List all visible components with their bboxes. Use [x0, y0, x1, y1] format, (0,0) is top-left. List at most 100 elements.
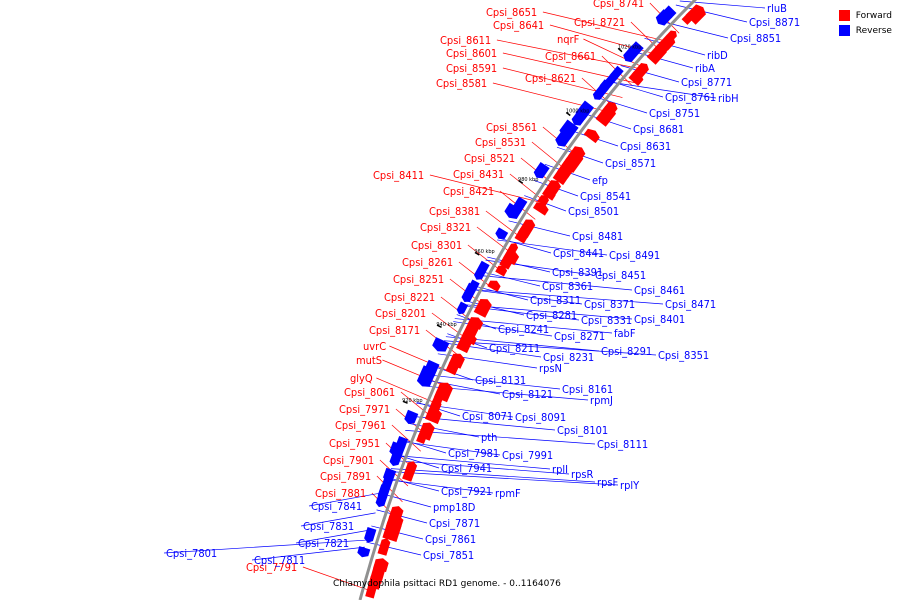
reverse-gene-label: ribD	[707, 49, 728, 62]
reverse-gene-label: Cpsi_8761	[665, 91, 716, 104]
forward-gene-block	[487, 280, 501, 292]
gene-leader-line	[405, 429, 596, 445]
reverse-gene-block	[432, 337, 450, 352]
scale-tick	[518, 179, 524, 184]
reverse-gene-label: Cpsi_8091	[515, 411, 566, 424]
reverse-gene-label: Cpsi_8371	[584, 298, 635, 311]
reverse-gene-label: Cpsi_8681	[633, 123, 684, 136]
reverse-gene-label: Cpsi_8471	[665, 298, 716, 311]
gene-leader-line	[386, 479, 494, 494]
gene-leader-line	[497, 239, 608, 256]
reverse-gene-label: Cpsi_8851	[730, 32, 781, 45]
forward-gene-label: Cpsi_8561	[486, 121, 537, 134]
strand-legend: Forward Reverse	[838, 8, 892, 38]
reverse-gene-label: Cpsi_8541	[580, 190, 631, 203]
forward-gene-label: Cpsi_8221	[384, 291, 435, 304]
reverse-gene-label: Cpsi_8161	[562, 383, 613, 396]
reverse-gene-block	[357, 546, 371, 558]
legend-reverse: Reverse	[838, 23, 892, 38]
reverse-gene-block	[456, 301, 469, 315]
reverse-gene-label: rplI	[552, 463, 568, 476]
scale-tick-label: 960 kbp	[474, 249, 494, 255]
forward-gene-label: Cpsi_8661	[545, 50, 596, 63]
reverse-gene-label: Cpsi_8121	[502, 388, 553, 401]
reverse-gene-label: Cpsi_8101	[557, 424, 608, 437]
reverse-gene-label: rplY	[620, 479, 640, 492]
scale-tick-label: 940 kbp	[436, 322, 456, 328]
reverse-gene-label: Cpsi_8361	[542, 280, 593, 293]
scale-tick-label: 1020 kbp	[618, 44, 642, 50]
reverse-gene-label: Cpsi_8771	[681, 76, 732, 89]
reverse-gene-label: ribA	[695, 62, 715, 75]
gene-leader-line	[390, 468, 596, 483]
gene-leader-line	[477, 274, 633, 291]
reverse-gene-block	[663, 5, 677, 19]
forward-gene-block	[448, 353, 465, 369]
forward-gene-label: Cpsi_8301	[411, 239, 462, 252]
reverse-gene-label: Cpsi_8351	[658, 349, 709, 362]
legend-forward-label: Forward	[855, 10, 892, 21]
forward-gene-block	[583, 128, 600, 144]
reverse-gene-label: Cpsi_8241	[498, 323, 549, 336]
forward-gene-label: Cpsi_7901	[323, 454, 374, 467]
reverse-gene-label: Cpsi_7821	[298, 537, 349, 550]
gene-leader-line	[308, 492, 383, 507]
forward-gene-label: Cpsi_8621	[525, 72, 576, 85]
forward-gene-label: Cpsi_8611	[440, 34, 491, 47]
reverse-gene-label: Cpsi_8281	[526, 309, 577, 322]
forward-gene-label: Cpsi_7881	[315, 487, 366, 500]
reverse-gene-block	[396, 436, 409, 448]
forward-gene-block	[537, 195, 549, 207]
forward-gene-block	[685, 4, 706, 25]
reverse-gene-block	[404, 409, 419, 424]
forward-gene-label: Cpsi_8251	[393, 273, 444, 286]
forward-gene-label: Cpsi_8601	[446, 47, 497, 60]
reverse-gene-label: Cpsi_8271	[554, 330, 605, 343]
forward-gene-label: Cpsi_7961	[335, 419, 386, 432]
forward-gene-label: Cpsi_8591	[446, 62, 497, 75]
forward-gene-block	[602, 101, 618, 117]
forward-gene-label: Cpsi_8431	[453, 168, 504, 181]
reverse-gene-label: Cpsi_8131	[475, 374, 526, 387]
reverse-gene-label: Cpsi_8231	[543, 351, 594, 364]
forward-swatch	[838, 10, 850, 21]
gene-leader-line	[395, 454, 440, 469]
gene-leader-line	[401, 439, 447, 454]
scale-tick-label: 920 kbp	[402, 398, 422, 404]
forward-gene-block	[545, 180, 561, 196]
reverse-gene-block	[609, 65, 624, 81]
forward-gene-block	[473, 299, 492, 318]
reverse-gene-label: Cpsi_7811	[254, 554, 305, 567]
forward-gene-label: Cpsi_8061	[344, 386, 395, 399]
reverse-gene-label: rpsF	[597, 476, 619, 489]
forward-gene-block	[418, 422, 435, 441]
gene-leader-line	[389, 471, 619, 486]
reverse-gene-label: Cpsi_7801	[166, 547, 217, 560]
forward-gene-label: Cpsi_8261	[402, 256, 453, 269]
forward-gene-label: glyQ	[350, 372, 373, 385]
reverse-gene-label: Cpsi_8291	[601, 345, 652, 358]
gene-leader-line	[620, 65, 680, 83]
reverse-gene-label: rpmJ	[590, 394, 613, 407]
reverse-gene-block	[559, 119, 579, 139]
reverse-gene-block	[630, 41, 644, 55]
gene-leader-line	[607, 81, 717, 99]
reverse-gene-label: rpmF	[495, 487, 521, 500]
gene-leader-line	[428, 374, 561, 390]
forward-gene-block	[495, 265, 508, 277]
scale-tick	[565, 111, 571, 117]
forward-gene-label: Cpsi_8321	[420, 221, 471, 234]
forward-gene-label: nqrF	[557, 33, 580, 46]
reverse-gene-label: pmp18D	[433, 501, 476, 514]
forward-gene-label: Cpsi_8411	[373, 169, 424, 182]
reverse-gene-label: Cpsi_7991	[502, 449, 553, 462]
gene-leader-line	[295, 529, 371, 544]
gene-leader-line	[163, 539, 367, 554]
genome-caption: Chlamydophila psittaci RD1 genome. - 0..…	[333, 579, 561, 589]
reverse-gene-block	[511, 196, 528, 214]
reverse-gene-block	[383, 467, 397, 482]
reverse-gene-label: rluB	[767, 2, 787, 15]
scale-tick	[436, 324, 442, 328]
forward-gene-label: Cpsi_8521	[464, 152, 515, 165]
